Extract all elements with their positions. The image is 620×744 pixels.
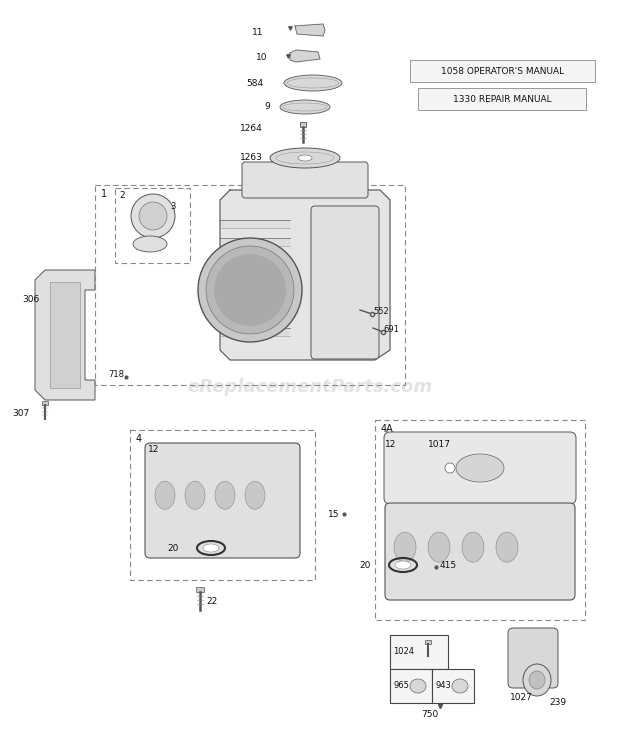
Polygon shape <box>290 50 320 62</box>
Ellipse shape <box>529 671 545 689</box>
Text: 1017: 1017 <box>428 440 451 449</box>
Bar <box>300 122 306 127</box>
Circle shape <box>206 246 294 334</box>
Text: 1058 OPERATOR'S MANUAL: 1058 OPERATOR'S MANUAL <box>441 66 564 75</box>
Text: 1264: 1264 <box>241 124 263 133</box>
Text: 750: 750 <box>422 710 438 719</box>
Ellipse shape <box>133 236 167 252</box>
Text: 552: 552 <box>373 307 389 316</box>
Text: 11: 11 <box>252 28 263 37</box>
Text: 22: 22 <box>206 597 217 606</box>
Text: 1027: 1027 <box>510 693 533 702</box>
Bar <box>410 60 595 82</box>
Ellipse shape <box>284 75 342 91</box>
FancyBboxPatch shape <box>508 628 558 688</box>
Ellipse shape <box>245 481 265 509</box>
Ellipse shape <box>280 100 330 114</box>
Text: 307: 307 <box>13 408 30 417</box>
Text: 306: 306 <box>22 295 39 304</box>
Text: 9: 9 <box>264 102 270 111</box>
FancyBboxPatch shape <box>242 162 368 198</box>
Bar <box>418 88 586 110</box>
Text: 1330 REPAIR MANUAL: 1330 REPAIR MANUAL <box>453 94 551 103</box>
Text: 965: 965 <box>393 682 409 690</box>
Polygon shape <box>220 292 290 300</box>
Text: eReplacementParts.com: eReplacementParts.com <box>187 378 433 396</box>
Circle shape <box>445 463 455 473</box>
Bar <box>432 669 474 703</box>
Ellipse shape <box>428 532 450 562</box>
Bar <box>390 669 432 703</box>
Bar <box>375 420 585 620</box>
Ellipse shape <box>298 155 312 161</box>
Circle shape <box>131 194 175 238</box>
Text: 4: 4 <box>136 434 142 444</box>
Text: 15: 15 <box>328 510 340 519</box>
Ellipse shape <box>462 532 484 562</box>
Ellipse shape <box>456 454 504 482</box>
Bar <box>130 430 315 580</box>
Polygon shape <box>220 238 290 246</box>
Text: 691: 691 <box>383 325 399 334</box>
Polygon shape <box>295 24 325 36</box>
Text: 584: 584 <box>246 79 263 88</box>
Text: 12: 12 <box>148 445 159 454</box>
Bar <box>196 587 204 592</box>
Ellipse shape <box>270 148 340 168</box>
Bar <box>425 640 431 644</box>
Polygon shape <box>220 256 290 264</box>
Text: 943: 943 <box>435 682 451 690</box>
Ellipse shape <box>395 561 411 569</box>
Ellipse shape <box>523 664 551 696</box>
Ellipse shape <box>185 481 205 509</box>
Text: 12: 12 <box>385 440 396 449</box>
FancyBboxPatch shape <box>311 206 379 359</box>
Ellipse shape <box>496 532 518 562</box>
Ellipse shape <box>215 481 235 509</box>
Circle shape <box>198 238 302 342</box>
Text: 2: 2 <box>119 191 125 200</box>
FancyBboxPatch shape <box>145 443 300 558</box>
FancyBboxPatch shape <box>384 432 576 504</box>
Text: 4A: 4A <box>381 424 394 434</box>
Ellipse shape <box>452 679 468 693</box>
Ellipse shape <box>394 532 416 562</box>
Polygon shape <box>35 270 95 400</box>
Text: 3: 3 <box>170 202 175 211</box>
Text: 718: 718 <box>108 370 124 379</box>
Polygon shape <box>220 310 290 318</box>
Ellipse shape <box>203 544 219 552</box>
FancyBboxPatch shape <box>385 503 575 600</box>
Text: 1263: 1263 <box>240 153 263 162</box>
Bar <box>42 401 48 405</box>
Circle shape <box>139 202 167 230</box>
Polygon shape <box>220 328 290 336</box>
Text: 20: 20 <box>167 544 179 553</box>
Text: 239: 239 <box>549 698 566 707</box>
Bar <box>95 185 405 385</box>
Ellipse shape <box>410 679 426 693</box>
Polygon shape <box>220 190 390 360</box>
Text: 1024: 1024 <box>393 647 414 656</box>
Ellipse shape <box>155 481 175 509</box>
Text: 10: 10 <box>255 53 267 62</box>
Bar <box>390 635 448 669</box>
Bar <box>115 188 190 263</box>
Polygon shape <box>220 274 290 282</box>
Text: 20: 20 <box>360 561 371 570</box>
Circle shape <box>214 254 286 326</box>
Text: 415: 415 <box>440 561 457 570</box>
Text: 1: 1 <box>101 189 107 199</box>
Polygon shape <box>220 220 290 228</box>
Polygon shape <box>50 282 80 388</box>
